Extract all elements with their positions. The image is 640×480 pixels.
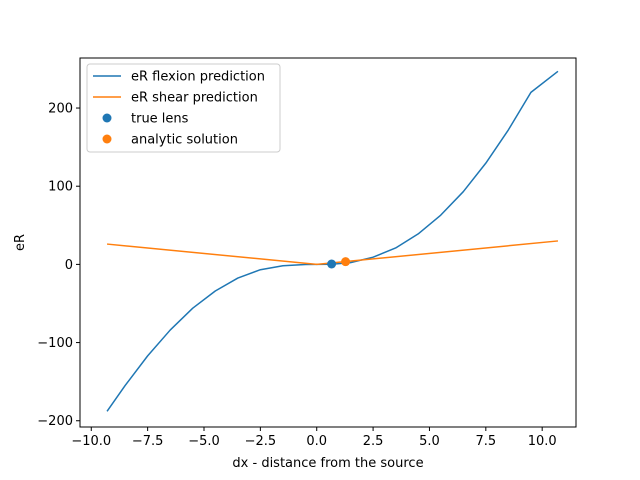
legend-label-3: analytic solution bbox=[131, 133, 238, 148]
x-tick-label: 10.0 bbox=[528, 434, 557, 449]
y-tick-label: 200 bbox=[48, 102, 73, 117]
x-tick-label: 7.5 bbox=[475, 434, 496, 449]
axes-frame bbox=[79, 57, 577, 428]
y-tick-label: −100 bbox=[37, 336, 73, 351]
y-tick-label: 0 bbox=[65, 258, 73, 273]
scatter-point-2-0 bbox=[327, 259, 337, 269]
x-tick-label: 2.5 bbox=[363, 434, 384, 449]
scatter-point-3-0 bbox=[341, 257, 351, 267]
y-tick-label: 100 bbox=[48, 180, 73, 195]
x-axis-ticks: −10.0 −7.5 −5.0 −2.5 0.0 2.5 5.0 7.5 10.0 bbox=[71, 427, 557, 449]
plot-points bbox=[327, 257, 351, 269]
legend-label-2: true lens bbox=[131, 112, 189, 127]
legend-marker-2 bbox=[102, 113, 112, 123]
legend-label-0: eR flexion prediction bbox=[131, 70, 265, 85]
x-tick-label: −5.0 bbox=[188, 434, 220, 449]
legend-marker-3 bbox=[102, 134, 112, 144]
x-tick-label: −10.0 bbox=[71, 434, 111, 449]
y-tick-label: −200 bbox=[37, 414, 73, 429]
legend-label-1: eR shear prediction bbox=[131, 91, 258, 106]
series-line-1 bbox=[106, 240, 559, 266]
y-axis-label: eR bbox=[13, 234, 28, 251]
plot-area bbox=[106, 70, 559, 412]
legend-box bbox=[86, 63, 281, 153]
x-tick-label: 0.0 bbox=[306, 434, 327, 449]
x-tick-label: −2.5 bbox=[245, 434, 277, 449]
x-axis-label: dx - distance from the source bbox=[232, 456, 423, 471]
x-tick-label: −7.5 bbox=[132, 434, 164, 449]
x-tick-label: 5.0 bbox=[419, 434, 440, 449]
y-axis-ticks: −200 −100 0 100 200 bbox=[37, 102, 80, 429]
legend: eR flexion prediction eR shear prediction… bbox=[86, 63, 281, 153]
